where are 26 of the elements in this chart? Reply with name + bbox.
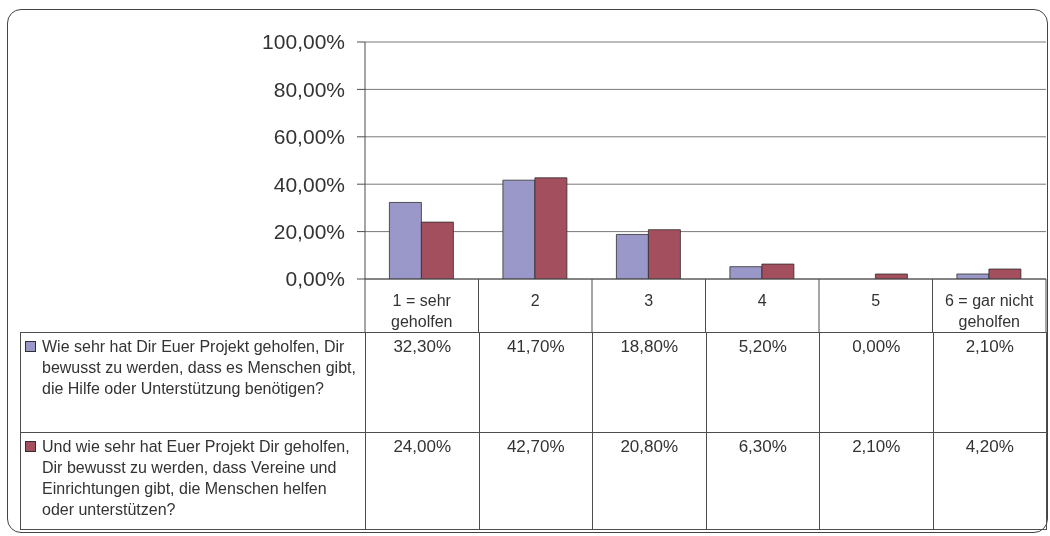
y-tick-label: 20,00% xyxy=(273,220,345,244)
y-tick-label: 0,00% xyxy=(285,267,345,291)
y-tick-label: 100,00% xyxy=(262,30,345,54)
legend-label: Und wie sehr hat Euer Projekt Dir geholfen, Dir bewusst zu werden, dass Vereine und Einrichtungen gibt, die Menschen helfen oder unterstützen? xyxy=(42,437,351,520)
data-label: 2,10% xyxy=(819,432,934,530)
data-label: 42,70% xyxy=(478,432,593,530)
data-label: 4,20% xyxy=(932,432,1047,530)
data-label: 24,00% xyxy=(365,432,480,530)
x-tick-label: 5 xyxy=(871,291,881,309)
data-label: 5,20% xyxy=(705,332,820,433)
data-label: 18,80% xyxy=(592,332,707,433)
x-tick-label: 3 xyxy=(644,291,654,309)
data-label: 0,00% xyxy=(819,332,934,433)
y-tick-label: 80,00% xyxy=(273,77,345,101)
data-label: 41,70% xyxy=(478,332,593,433)
x-tick-label: 2 xyxy=(530,291,540,309)
y-tick-label: 60,00% xyxy=(273,125,345,149)
x-tick-label: 4 xyxy=(757,291,767,309)
data-label: 6,30% xyxy=(705,432,820,530)
legend-label: Wie sehr hat Dir Euer Projekt geholfen, Dir bewusst zu werden, dass es Menschen gibt, die Hilfe oder Unterstützung benötigen? xyxy=(42,337,357,399)
y-tick-label: 40,00% xyxy=(273,172,345,196)
data-label: 2,10% xyxy=(932,332,1047,433)
data-label: 20,80% xyxy=(592,432,707,530)
data-label: 32,30% xyxy=(365,332,480,433)
x-tick-label: 6 = gar nicht geholfen xyxy=(945,291,1035,330)
x-tick-label: 1 = sehr geholfen xyxy=(391,291,453,330)
